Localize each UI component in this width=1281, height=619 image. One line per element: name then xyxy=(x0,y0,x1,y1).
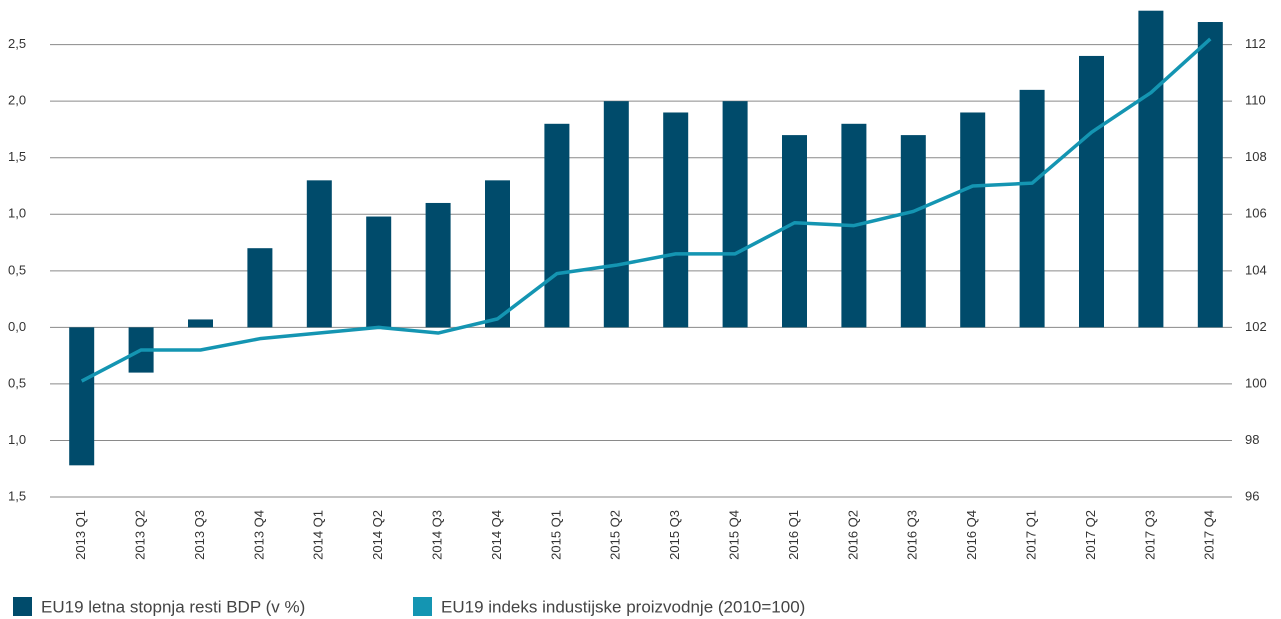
x-tick-label: 2013 Q2 xyxy=(133,510,148,560)
y-tick-label: 0,0 xyxy=(8,319,26,334)
y-tick-label: 0,5 xyxy=(8,262,26,277)
x-tick-label: 2016 Q3 xyxy=(905,510,920,560)
x-tick-label: 2017 Q2 xyxy=(1083,510,1098,560)
y2-tick-label: 110 xyxy=(1245,93,1266,108)
bar xyxy=(603,101,629,328)
bar xyxy=(1138,10,1164,328)
y2-tick-label: 96 xyxy=(1245,488,1259,503)
bar xyxy=(485,180,510,328)
y-tick-label: 0,5 xyxy=(8,375,26,390)
y-tick-label: 2,5 xyxy=(8,36,26,51)
bar xyxy=(1197,22,1223,328)
bar xyxy=(900,135,926,328)
x-tick-label: 2013 Q1 xyxy=(73,510,88,560)
y2-tick-label: 102 xyxy=(1245,319,1267,334)
bar xyxy=(782,135,807,328)
y-tick-label: 2,0 xyxy=(8,93,26,108)
bar xyxy=(1019,89,1045,328)
y2-tick-label: 100 xyxy=(1245,375,1267,390)
y-tick-label: 1,0 xyxy=(8,206,26,221)
x-tick-label: 2016 Q4 xyxy=(964,510,979,560)
bar xyxy=(1079,55,1104,328)
y-tick-label: 1,5 xyxy=(8,149,26,164)
x-tick-label: 2015 Q1 xyxy=(548,510,563,560)
y2-tick-label: 108 xyxy=(1245,149,1267,164)
x-tick-label: 2014 Q4 xyxy=(489,510,504,560)
y2-tick-label: 112 xyxy=(1245,36,1266,51)
x-tick-label: 2016 Q1 xyxy=(786,510,801,560)
bar xyxy=(366,216,392,328)
line xyxy=(80,37,1212,383)
bar xyxy=(425,202,451,328)
x-tick-label: 2013 Q3 xyxy=(192,510,207,560)
x-tick-label: 2016 Q2 xyxy=(845,510,860,560)
y2-tick-label: 106 xyxy=(1245,206,1267,221)
x-tick-label: 2014 Q2 xyxy=(370,510,385,560)
bar xyxy=(960,112,986,328)
y-tick-label: 1,5 xyxy=(8,488,26,503)
bar xyxy=(663,112,689,328)
x-tick-label: 2017 Q4 xyxy=(1202,510,1217,560)
x-tick-label: 2017 Q1 xyxy=(1024,510,1039,560)
legend-label: EU19 indeks industijske proizvodnje (201… xyxy=(441,597,805,616)
bar xyxy=(247,248,273,328)
x-tick-label: 2015 Q3 xyxy=(667,510,682,560)
bar xyxy=(544,123,570,328)
bar xyxy=(69,327,95,466)
legend-swatch xyxy=(13,597,32,616)
y2-tick-label: 104 xyxy=(1245,262,1267,277)
x-tick-label: 2015 Q4 xyxy=(727,510,742,560)
y2-tick-label: 98 xyxy=(1245,432,1259,447)
bar xyxy=(188,319,213,328)
x-tick-label: 2017 Q3 xyxy=(1142,510,1157,560)
bar xyxy=(306,180,332,328)
bar xyxy=(722,101,748,328)
x-tick-label: 2013 Q4 xyxy=(251,510,266,560)
y-tick-label: 1,0 xyxy=(8,432,26,447)
x-tick-label: 2015 Q2 xyxy=(608,510,623,560)
x-tick-label: 2014 Q3 xyxy=(430,510,445,560)
legend-swatch xyxy=(413,597,432,616)
x-tick-label: 2014 Q1 xyxy=(311,510,326,560)
legend-label: EU19 letna stopnja resti BDP (v %) xyxy=(41,597,305,616)
